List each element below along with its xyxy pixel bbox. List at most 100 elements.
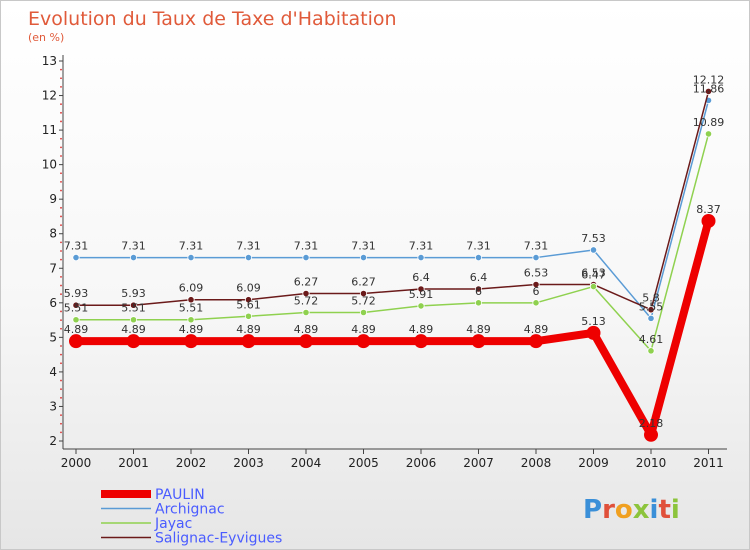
- brand-letter: i: [650, 495, 659, 525]
- data-label: 4.89: [524, 323, 549, 336]
- data-label: 6.53: [524, 267, 549, 280]
- data-point: [184, 334, 198, 349]
- data-label: 7.31: [466, 240, 491, 253]
- data-point: [532, 299, 540, 307]
- data-point: [417, 285, 425, 293]
- series-line-paulin: [72, 216, 713, 439]
- data-point: [69, 334, 83, 349]
- data-point: [72, 301, 80, 309]
- y-minor-dot: [60, 86, 62, 88]
- y-minor-dot: [60, 362, 62, 365]
- x-tick-label: 2006: [406, 456, 437, 470]
- y-tick-label: 13: [42, 54, 57, 68]
- data-label: 6.09: [179, 282, 204, 295]
- data-label: 6.27: [294, 275, 319, 288]
- y-minor-dot: [60, 327, 62, 330]
- y-tick-label: 11: [42, 123, 57, 137]
- y-minor-dot: [60, 103, 62, 106]
- data-point: [647, 347, 655, 355]
- data-label: 5.72: [351, 294, 376, 307]
- legend-label: Salignac-Eyvigues: [155, 531, 282, 547]
- brand-letter: o: [615, 495, 633, 525]
- data-label: 4.89: [294, 323, 319, 336]
- brand-letter: x: [633, 495, 650, 525]
- legend-label: PAULIN: [155, 487, 205, 503]
- y-tick-label: 6: [49, 296, 57, 310]
- data-point: [302, 289, 310, 298]
- y-minor-dot: [60, 422, 62, 425]
- x-tick-label: 2007: [463, 456, 494, 470]
- y-minor-dot: [60, 388, 62, 391]
- data-label: 7.53: [581, 232, 606, 245]
- y-minor-dot: [60, 206, 62, 209]
- series-line-archignac: [75, 99, 710, 320]
- data-label: 4.89: [179, 323, 204, 336]
- y-minor-dot: [60, 319, 62, 321]
- data-point: [532, 253, 540, 262]
- x-tick-label: 2004: [291, 456, 322, 470]
- data-point: [302, 308, 310, 317]
- data-point: [414, 334, 428, 349]
- data-point: [356, 334, 371, 349]
- data-point: [474, 285, 483, 293]
- data-point: [586, 325, 601, 340]
- x-tick-label: 2001: [118, 456, 149, 470]
- data-point: [359, 289, 368, 298]
- data-point: [126, 334, 141, 349]
- x-tick-label: 2005: [348, 456, 379, 470]
- y-minor-dot: [60, 414, 62, 416]
- data-point: [72, 253, 80, 262]
- data-label: 7.31: [64, 240, 89, 253]
- y-minor-dot: [60, 345, 62, 347]
- data-point: [129, 253, 138, 262]
- data-label: 4.89: [236, 323, 261, 336]
- data-point: [647, 306, 655, 314]
- y-minor-dot: [60, 276, 62, 278]
- data-label: 7.31: [294, 240, 319, 253]
- data-label: 7.31: [524, 240, 549, 253]
- data-label: 6: [475, 285, 482, 298]
- data-point: [474, 299, 483, 307]
- data-point: [471, 334, 486, 349]
- data-label: 5.72: [294, 294, 319, 307]
- data-point: [704, 130, 713, 138]
- data-point: [417, 253, 425, 262]
- data-label: 6.09: [236, 282, 261, 295]
- data-point: [589, 282, 598, 291]
- data-label: 5.93: [64, 287, 89, 300]
- data-point: [302, 253, 310, 262]
- data-point: [701, 213, 716, 228]
- y-minor-dot: [60, 293, 62, 296]
- data-point: [644, 427, 658, 442]
- data-label: 4.89: [64, 323, 89, 336]
- data-point: [359, 308, 368, 317]
- data-label: 5.61: [236, 298, 261, 311]
- data-point: [244, 253, 253, 262]
- axes: 2 3 4 5 6 7 8 9 10 11 12 13 2000 2001 2002 2003 2004 2005…: [42, 54, 727, 470]
- y-minor-dot: [60, 120, 62, 123]
- data-point: [359, 253, 368, 262]
- brand-letter: i: [671, 495, 680, 525]
- x-tick-label: 2008: [521, 456, 552, 470]
- y-tick-label: 3: [49, 399, 57, 413]
- data-label: 6.47: [581, 269, 606, 282]
- data-label: 4.89: [466, 323, 491, 336]
- data-point: [589, 246, 598, 254]
- brand-logo: Proxiti: [583, 495, 680, 525]
- y-minor-dot: [60, 155, 62, 157]
- data-label: 4.89: [351, 323, 376, 336]
- data-label: 4.89: [409, 323, 434, 336]
- y-minor-dot: [60, 181, 62, 183]
- x-tick-label: 2010: [636, 456, 667, 470]
- data-label: 4.89: [121, 323, 146, 336]
- data-label: 5.8: [642, 292, 660, 305]
- data-label: 5.91: [409, 288, 434, 301]
- data-point: [187, 253, 195, 262]
- data-label: 5.51: [64, 302, 89, 315]
- y-tick-label: 8: [49, 227, 57, 241]
- data-label: 8.37: [696, 203, 721, 216]
- data-point: [474, 253, 483, 262]
